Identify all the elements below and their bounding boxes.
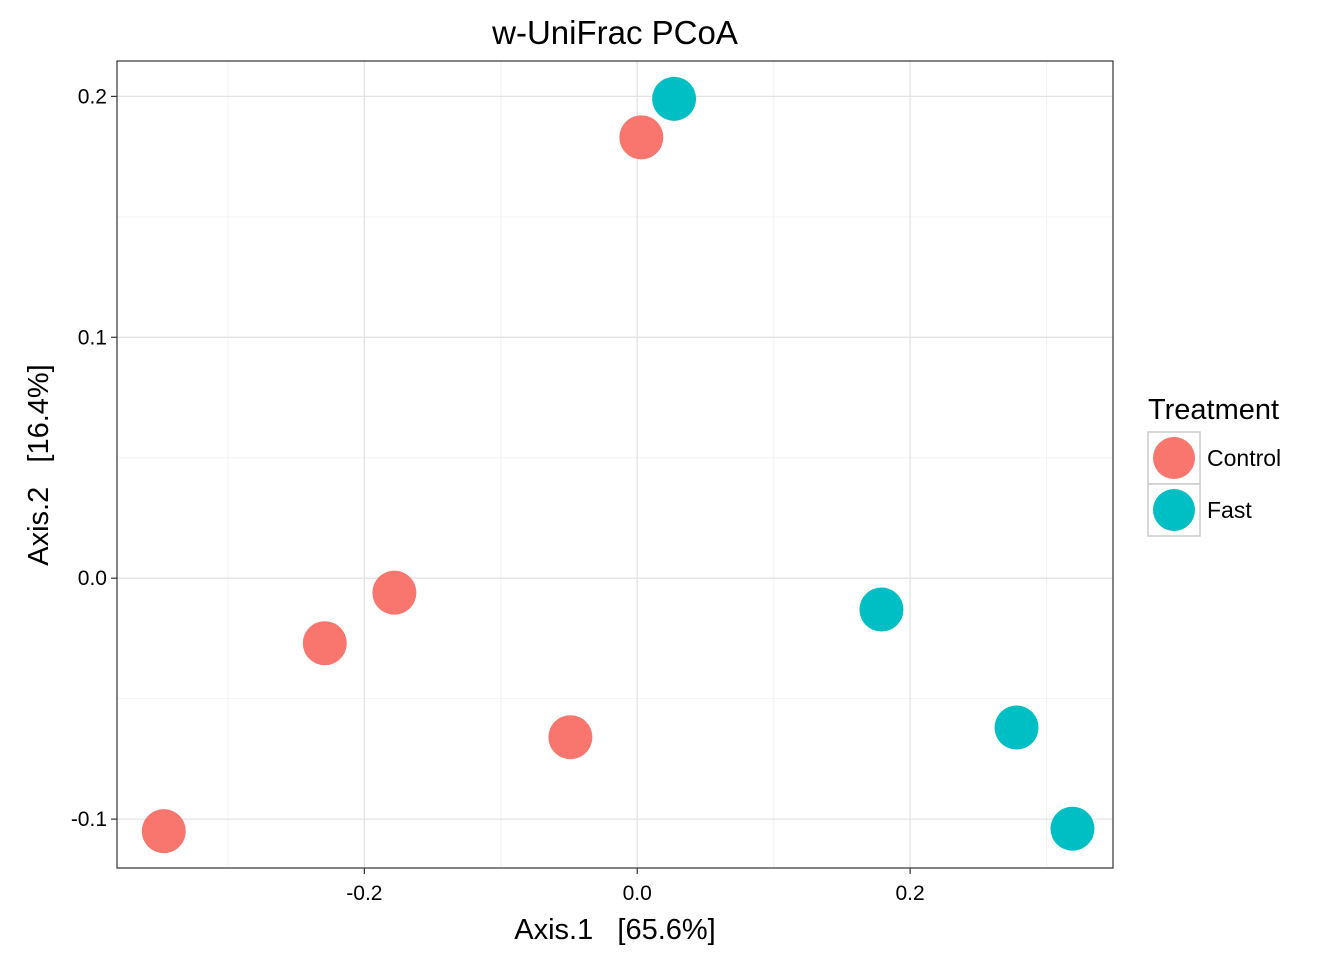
y-axis-label: Axis.2 [16.4%] [23,364,55,566]
point-control [372,570,417,615]
x-axis-label: Axis.1 [65.6%] [514,914,716,946]
legend-key-fast [1153,489,1195,531]
grid-lines [117,61,1113,868]
x-tick-label: -0.2 [346,882,382,905]
y-tick-label: 0.0 [78,567,107,590]
point-control [548,715,593,760]
y-tick-label: 0.2 [78,85,107,108]
plot-border [116,60,1114,869]
legend-title: Treatment [1148,394,1279,426]
x-tick-label: 0.2 [896,882,925,905]
plot-panel [117,61,1113,868]
point-fast [859,587,904,632]
data-points [141,76,1095,854]
y-tick-label: 0.1 [78,326,107,349]
legend: Treatment Control Fast [1147,394,1281,537]
point-control [619,115,664,160]
x-tick-label: 0.0 [623,882,652,905]
point-fast [652,76,697,121]
legend-key-control [1153,437,1195,479]
point-fast [994,705,1039,750]
legend-label-fast: Fast [1207,497,1252,523]
axes: -0.2 0.0 0.2 -0.1 0.0 0.1 0.2 [71,85,925,905]
chart-title: w-UniFrac PCoA [491,14,738,51]
legend-label-control: Control [1207,445,1281,471]
point-control [141,809,186,854]
y-tick-label: -0.1 [71,808,107,831]
point-fast [1050,806,1095,851]
point-control [302,621,347,666]
